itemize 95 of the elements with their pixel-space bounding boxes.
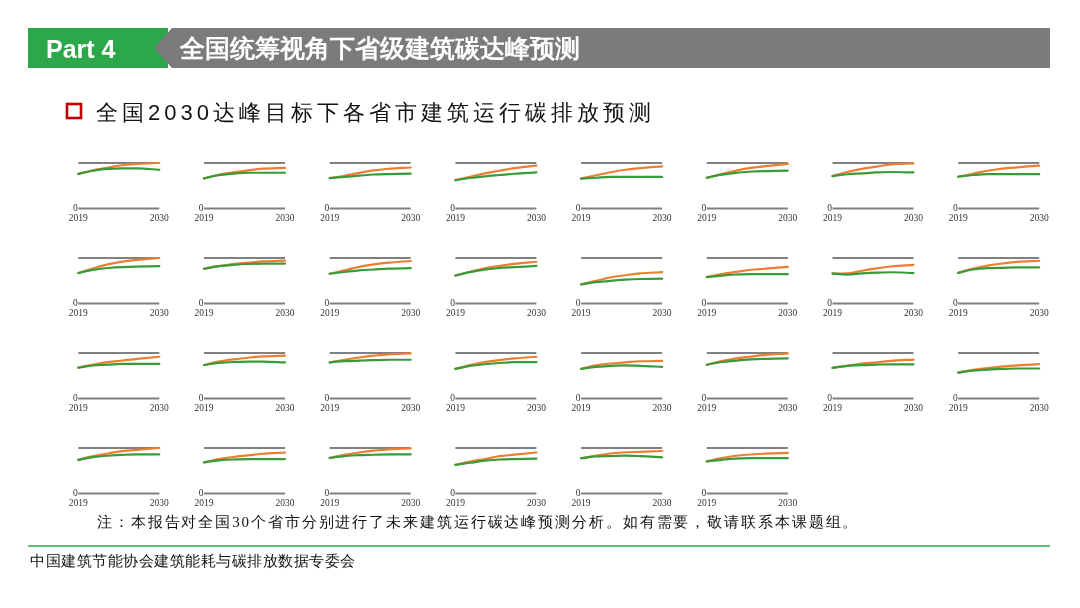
x-tick-label: 2019 (823, 308, 843, 318)
text: 0 (701, 202, 707, 213)
x-tick-label: 2019 (697, 308, 717, 318)
text: 0 (324, 487, 330, 498)
x-tick-label: 2030 (149, 213, 170, 223)
x-tick-label: 2030 (1029, 308, 1049, 318)
x-tick-label: 2019 (194, 213, 214, 223)
text: 0 (701, 297, 707, 308)
text: 0 (73, 202, 79, 213)
text: 0 (324, 297, 330, 308)
x-tick-label: 2030 (401, 308, 421, 318)
text: 0 (73, 487, 79, 498)
x-tick-label: 2030 (652, 308, 672, 318)
x-tick-label: 2019 (445, 308, 466, 318)
x-tick-label: 2030 (526, 213, 547, 223)
x-tick-label: 2019 (697, 213, 717, 223)
x-tick-label: 2019 (445, 213, 466, 223)
x-tick-label: 2030 (904, 213, 924, 223)
x-tick-label: 2019 (68, 403, 89, 413)
x-tick-label: 2030 (778, 403, 798, 413)
x-tick-label: 2030 (401, 213, 421, 223)
text: 0 (324, 392, 330, 403)
x-tick-label: 2030 (526, 308, 547, 318)
x-tick-label: 2019 (68, 213, 89, 223)
x-tick-label: 2019 (571, 213, 591, 223)
x-tick-label: 2019 (320, 498, 340, 508)
text: 0 (952, 392, 958, 403)
text: 0 (952, 202, 958, 213)
x-tick-label: 2030 (275, 308, 295, 318)
text: 中国建筑节能协会建筑能耗与碳排放数据专委会 (30, 553, 356, 569)
text: 0 (450, 487, 456, 498)
x-tick-label: 2030 (1029, 213, 1049, 223)
text: 0 (198, 202, 204, 213)
x-tick-label: 2030 (275, 498, 295, 508)
x-tick-label: 2019 (948, 308, 968, 318)
x-tick-label: 2019 (697, 498, 717, 508)
text: 0 (198, 392, 204, 403)
text: 0 (701, 487, 707, 498)
text: 0 (575, 202, 581, 213)
text: 全国统筹视角下省级建筑碳达峰预测 (179, 34, 580, 62)
x-tick-label: 2019 (320, 308, 340, 318)
text: 0 (827, 297, 833, 308)
text: 0 (450, 202, 456, 213)
text: 全国2030达峰目标下各省市建筑运行碳排放预测 (96, 100, 655, 125)
text: 0 (324, 202, 330, 213)
x-tick-label: 2019 (68, 308, 89, 318)
text: 0 (73, 392, 79, 403)
x-tick-label: 2019 (320, 403, 340, 413)
x-tick-label: 2030 (401, 403, 421, 413)
text: 0 (198, 297, 204, 308)
x-tick-label: 2030 (275, 213, 295, 223)
text: Part 4 (46, 35, 116, 63)
x-tick-label: 2030 (149, 308, 170, 318)
x-tick-label: 2030 (1029, 403, 1049, 413)
x-tick-label: 2030 (401, 498, 421, 508)
x-tick-label: 2019 (194, 498, 214, 508)
text: 0 (575, 392, 581, 403)
x-tick-label: 2019 (948, 403, 968, 413)
x-tick-label: 2019 (571, 308, 591, 318)
x-tick-label: 2019 (697, 403, 717, 413)
x-tick-label: 2019 (445, 403, 466, 413)
x-tick-label: 2030 (275, 403, 295, 413)
x-tick-label: 2030 (149, 403, 170, 413)
x-tick-label: 2030 (652, 213, 672, 223)
text: 0 (701, 392, 707, 403)
x-tick-label: 2019 (194, 403, 214, 413)
text: 0 (952, 297, 958, 308)
x-tick-label: 2030 (652, 498, 672, 508)
x-tick-label: 2019 (823, 213, 843, 223)
x-tick-label: 2030 (778, 213, 798, 223)
x-tick-label: 2019 (571, 403, 591, 413)
text: 0 (198, 487, 204, 498)
x-tick-label: 2030 (904, 308, 924, 318)
x-tick-label: 2030 (149, 498, 170, 508)
text: 0 (575, 487, 581, 498)
x-tick-label: 2030 (526, 403, 547, 413)
x-tick-label: 2019 (68, 498, 89, 508)
text: 0 (827, 202, 833, 213)
text: 0 (575, 297, 581, 308)
x-tick-label: 2019 (445, 498, 466, 508)
x-tick-label: 2019 (194, 308, 214, 318)
x-tick-label: 2019 (571, 498, 591, 508)
text: 0 (450, 297, 456, 308)
x-tick-label: 2030 (652, 403, 672, 413)
x-tick-label: 2019 (823, 403, 843, 413)
text: 0 (73, 297, 79, 308)
x-tick-label: 2030 (778, 308, 798, 318)
text: 0 (450, 392, 456, 403)
x-tick-label: 2030 (526, 498, 547, 508)
x-tick-label: 2030 (904, 403, 924, 413)
x-tick-label: 2019 (948, 213, 968, 223)
text: 0 (827, 392, 833, 403)
text: 注：本报告对全国30个省市分别进行了未来建筑运行碳达峰预测分析。如有需要，敬请联系本课题组。 (97, 514, 860, 530)
x-tick-label: 2019 (320, 213, 340, 223)
x-tick-label: 2030 (778, 498, 798, 508)
